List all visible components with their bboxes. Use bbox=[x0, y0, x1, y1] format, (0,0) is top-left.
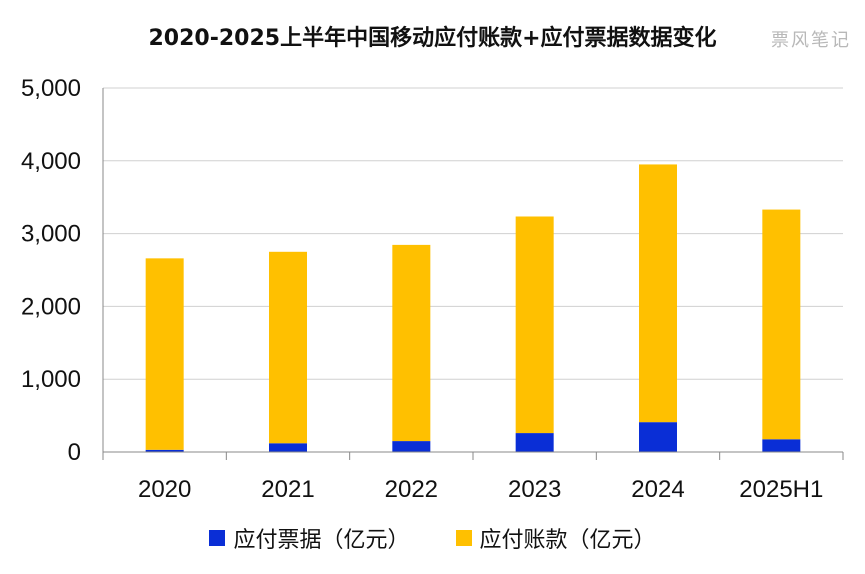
bar-accounts-2022 bbox=[392, 244, 431, 442]
legend-swatch-accounts bbox=[455, 530, 472, 546]
legend-label-accounts: 应付账款（亿元） bbox=[479, 528, 656, 553]
bar-accounts-2023 bbox=[515, 216, 554, 434]
grid-lines bbox=[103, 87, 843, 380]
y-axis: 0 1,000 2,000 3,000 4,000 5,000 bbox=[21, 75, 104, 466]
y-tick-label: 2,000 bbox=[21, 293, 81, 320]
y-tick-label: 5,000 bbox=[21, 75, 81, 102]
x-axis: 2020 2021 2022 2023 2024 2025H1 bbox=[102, 451, 844, 503]
bar-notes-2022 bbox=[392, 441, 431, 452]
y-tick-label: 1,000 bbox=[21, 366, 81, 393]
bar-notes-2021 bbox=[269, 443, 307, 452]
x-tick-label: 2020 bbox=[138, 476, 191, 503]
bar-accounts-2021 bbox=[269, 251, 307, 444]
legend-item-notes: 应付票据（亿元） bbox=[209, 522, 410, 554]
bar-accounts-2025H1 bbox=[762, 209, 801, 440]
x-tick-label: 2021 bbox=[261, 476, 314, 503]
y-tick-label: 3,000 bbox=[21, 221, 81, 248]
legend: 应付票据（亿元） 应付账款（亿元） bbox=[0, 522, 865, 554]
bar-accounts-2020 bbox=[145, 258, 184, 450]
legend-item-accounts: 应付账款（亿元） bbox=[455, 522, 656, 554]
bar-notes-2024 bbox=[639, 422, 677, 452]
x-tick-label: 2023 bbox=[508, 476, 561, 503]
chart-title: 2020-2025上半年中国移动应付账款+应付票据数据变化 bbox=[148, 26, 717, 51]
bar-notes-2023 bbox=[515, 433, 554, 452]
x-tick-label: 2024 bbox=[631, 476, 684, 503]
watermark: 票风笔记 bbox=[771, 30, 851, 51]
x-tick-label: 2022 bbox=[385, 476, 438, 503]
bar-accounts-2024 bbox=[639, 164, 677, 423]
y-tick-label: 0 bbox=[68, 439, 81, 466]
legend-label-notes: 应付票据（亿元） bbox=[233, 528, 410, 553]
x-tick-label: 2025H1 bbox=[739, 476, 823, 503]
bar-notes-2020 bbox=[145, 449, 184, 452]
bars bbox=[145, 164, 801, 452]
legend-swatch-notes bbox=[209, 530, 226, 546]
y-tick-label: 4,000 bbox=[21, 148, 81, 175]
bar-notes-2025H1 bbox=[762, 439, 801, 452]
